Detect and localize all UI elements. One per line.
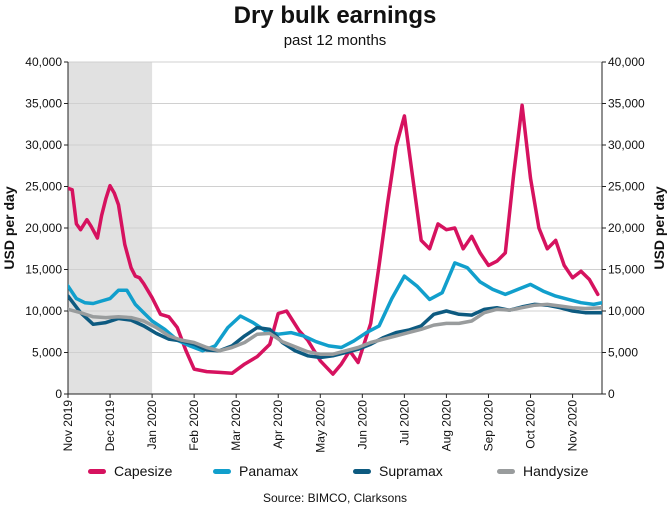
y-tick-label-left: 5,000 — [32, 346, 62, 360]
legend-label: Panamax — [239, 463, 299, 479]
x-tick-label: Jul 2020 — [397, 400, 411, 446]
x-tick-label: Jan 2020 — [145, 400, 159, 450]
x-tick-label: Sep 2020 — [481, 400, 495, 452]
y-tick-label-right: 15,000 — [608, 263, 645, 277]
y-tick-label-right: 30,000 — [608, 138, 645, 152]
y-tick-label-left: 15,000 — [25, 263, 62, 277]
y-tick-label-right: 40,000 — [608, 55, 645, 69]
legend-swatch — [88, 468, 106, 474]
chart-subtitle: past 12 months — [283, 32, 387, 49]
legend-item-supramax: Supramax — [353, 463, 443, 479]
legend-label: Supramax — [379, 463, 443, 479]
y-axis-title-left: USD per day — [1, 186, 17, 269]
x-tick-label: Aug 2020 — [439, 400, 453, 452]
series-line-panamax — [68, 261, 602, 353]
y-tick-label-right: 20,000 — [608, 221, 645, 235]
y-tick-label-left: 30,000 — [25, 138, 62, 152]
y-tick-label-right: 0 — [608, 387, 615, 401]
x-tick-label: Mar 2020 — [229, 400, 243, 451]
chart-legend: Capesize Panamax Supramax Handysize — [0, 463, 670, 485]
legend-swatch — [213, 468, 231, 474]
y-tick-label-left: 40,000 — [25, 55, 62, 69]
legend-swatch — [353, 468, 371, 474]
x-tick-label: Nov 2020 — [566, 400, 580, 452]
y-tick-label-right: 10,000 — [608, 304, 645, 318]
y-tick-label-left: 35,000 — [25, 97, 62, 111]
legend-label: Capesize — [114, 463, 173, 479]
y-tick-label-left: 0 — [55, 387, 62, 401]
x-tick-label: Dec 2019 — [103, 400, 117, 452]
x-tick-label: Nov 2019 — [61, 400, 75, 452]
y-tick-label-left: 25,000 — [25, 180, 62, 194]
x-tick-label: Apr 2020 — [271, 400, 285, 449]
series-line-handysize — [68, 302, 602, 356]
x-tick-label: May 2020 — [313, 400, 327, 453]
line-chart: 0 0 5,000 5,000 10,000 10,000 15,000 15,000 20,0… — [1, 55, 667, 453]
y-tick-label-left: 10,000 — [25, 304, 62, 318]
x-tick-label: Feb 2020 — [187, 400, 201, 451]
y-axis-title-right: USD per day — [651, 186, 667, 269]
y-tick-label-right: 5,000 — [608, 346, 638, 360]
legend-item-handysize: Handysize — [497, 463, 588, 479]
series-line-capesize — [68, 103, 600, 376]
legend-item-capesize: Capesize — [88, 463, 172, 479]
y-tick-label-left: 20,000 — [25, 221, 62, 235]
y-tick-label-right: 25,000 — [608, 180, 645, 194]
legend-item-panamax: Panamax — [213, 463, 298, 479]
x-tick-label: Oct 2020 — [524, 400, 538, 449]
legend-label: Handysize — [523, 463, 589, 479]
legend-swatch — [497, 468, 515, 474]
source-note: Source: BIMCO, Clarksons — [262, 491, 408, 505]
y-tick-label-right: 35,000 — [608, 97, 645, 111]
chart-title: Dry bulk earnings — [233, 2, 437, 29]
x-tick-label: Jun 2020 — [355, 400, 369, 450]
